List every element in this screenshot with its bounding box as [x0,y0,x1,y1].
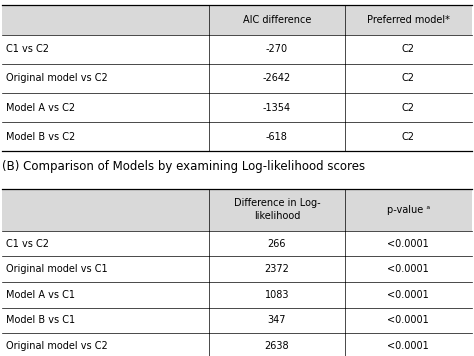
Text: Original model vs C1: Original model vs C1 [6,264,108,274]
Text: -2642: -2642 [263,73,291,83]
Text: C2: C2 [402,73,415,83]
Text: C2: C2 [402,103,415,112]
Bar [2,231,472,256]
Text: 1083: 1083 [264,290,289,300]
Text: <0.0001: <0.0001 [387,290,429,300]
Text: 347: 347 [268,315,286,325]
Text: Difference in Log-
likelihood: Difference in Log- likelihood [234,199,320,221]
Text: <0.0001: <0.0001 [387,315,429,325]
Bar [2,256,472,282]
Text: <0.0001: <0.0001 [387,264,429,274]
Bar [2,308,472,333]
Text: <0.0001: <0.0001 [387,239,429,248]
Bar [2,5,472,35]
Text: Model A vs C1: Model A vs C1 [6,290,75,300]
Bar [2,64,472,93]
Text: p-value ᵃ: p-value ᵃ [387,205,430,215]
Text: 2638: 2638 [264,341,289,351]
Text: 266: 266 [268,239,286,248]
Text: C1 vs C2: C1 vs C2 [6,239,49,248]
Bar [2,189,472,231]
Bar [2,35,472,64]
Text: -618: -618 [266,132,288,142]
Bar [2,122,472,151]
Text: Preferred model*: Preferred model* [367,15,450,25]
Bar [2,93,472,122]
Text: -1354: -1354 [263,103,291,112]
Bar [2,333,472,356]
Text: (B) Comparison of Models by examining Log-likelihood scores: (B) Comparison of Models by examining Lo… [2,160,365,173]
Text: C1 vs C2: C1 vs C2 [6,44,49,54]
Text: Model B vs C1: Model B vs C1 [6,315,75,325]
Text: Model B vs C2: Model B vs C2 [6,132,75,142]
Text: C2: C2 [402,44,415,54]
Text: 2372: 2372 [264,264,289,274]
Text: Model A vs C2: Model A vs C2 [6,103,75,112]
Text: AIC difference: AIC difference [243,15,311,25]
Text: Original model vs C2: Original model vs C2 [6,73,108,83]
Text: C2: C2 [402,132,415,142]
Bar [2,282,472,308]
Text: <0.0001: <0.0001 [387,341,429,351]
Text: Original model vs C2: Original model vs C2 [6,341,108,351]
Text: -270: -270 [266,44,288,54]
